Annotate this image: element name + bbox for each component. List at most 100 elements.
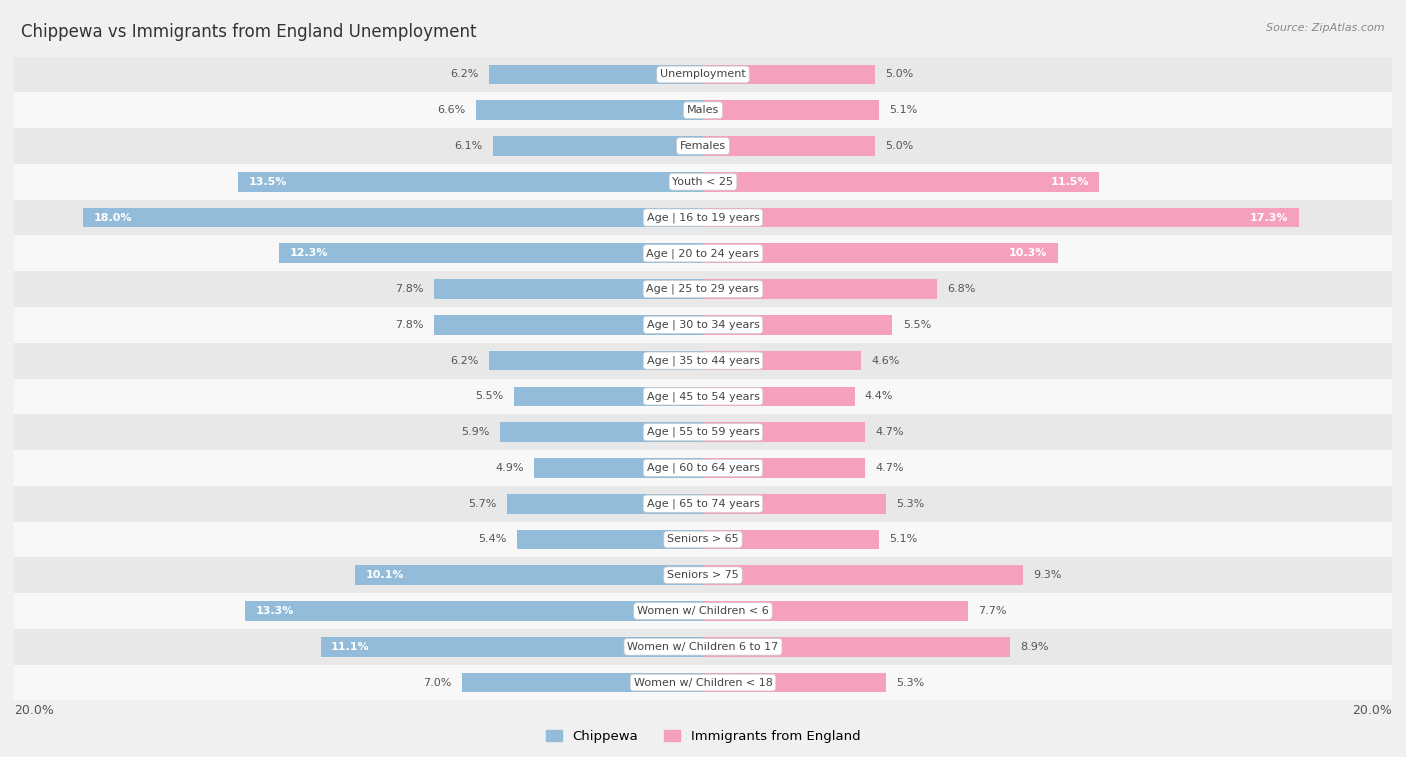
Text: 6.8%: 6.8% <box>948 284 976 294</box>
Bar <box>703 244 1057 263</box>
Bar <box>0 271 1406 307</box>
Bar <box>0 486 1406 522</box>
Text: 5.5%: 5.5% <box>475 391 503 401</box>
Bar <box>703 350 862 370</box>
Bar <box>356 565 703 585</box>
Text: 4.4%: 4.4% <box>865 391 893 401</box>
Bar <box>703 458 865 478</box>
Text: 13.3%: 13.3% <box>256 606 294 616</box>
Bar <box>703 315 893 335</box>
Text: 17.3%: 17.3% <box>1250 213 1289 223</box>
Bar <box>0 57 1406 92</box>
Bar <box>703 136 875 156</box>
Bar <box>0 235 1406 271</box>
Bar <box>0 450 1406 486</box>
Text: Age | 60 to 64 years: Age | 60 to 64 years <box>647 463 759 473</box>
Text: 7.8%: 7.8% <box>395 284 425 294</box>
Text: 5.3%: 5.3% <box>896 499 924 509</box>
Text: Males: Males <box>688 105 718 115</box>
Bar <box>703 673 886 693</box>
Bar <box>506 494 703 513</box>
Text: Age | 55 to 59 years: Age | 55 to 59 years <box>647 427 759 438</box>
Text: 6.2%: 6.2% <box>451 356 479 366</box>
Bar <box>703 601 969 621</box>
Bar <box>0 629 1406 665</box>
Bar <box>703 64 875 84</box>
Bar <box>703 637 1010 656</box>
Text: 12.3%: 12.3% <box>290 248 328 258</box>
Text: 5.3%: 5.3% <box>896 678 924 687</box>
Text: 5.5%: 5.5% <box>903 320 931 330</box>
Bar <box>703 387 855 407</box>
Text: Age | 20 to 24 years: Age | 20 to 24 years <box>647 248 759 259</box>
Bar <box>499 422 703 442</box>
Text: Chippewa vs Immigrants from England Unemployment: Chippewa vs Immigrants from England Unem… <box>21 23 477 41</box>
Text: 7.8%: 7.8% <box>395 320 425 330</box>
Bar <box>0 200 1406 235</box>
Text: 5.1%: 5.1% <box>889 534 917 544</box>
Bar <box>434 279 703 299</box>
Text: 10.1%: 10.1% <box>366 570 404 580</box>
Bar <box>238 172 703 192</box>
Bar <box>0 414 1406 450</box>
Bar <box>0 665 1406 700</box>
Text: 6.2%: 6.2% <box>451 70 479 79</box>
Bar <box>703 565 1024 585</box>
Text: 8.9%: 8.9% <box>1019 642 1049 652</box>
Text: 11.5%: 11.5% <box>1050 177 1088 187</box>
Bar <box>534 458 703 478</box>
Text: Youth < 25: Youth < 25 <box>672 177 734 187</box>
Bar <box>461 673 703 693</box>
Text: 7.7%: 7.7% <box>979 606 1007 616</box>
Bar <box>0 92 1406 128</box>
Bar <box>321 637 703 656</box>
Bar <box>0 522 1406 557</box>
Text: Seniors > 75: Seniors > 75 <box>666 570 740 580</box>
Bar <box>0 343 1406 378</box>
Bar <box>245 601 703 621</box>
Text: 9.3%: 9.3% <box>1033 570 1062 580</box>
Text: Unemployment: Unemployment <box>661 70 745 79</box>
Text: Age | 30 to 34 years: Age | 30 to 34 years <box>647 319 759 330</box>
Text: 5.7%: 5.7% <box>468 499 496 509</box>
Bar <box>517 530 703 550</box>
Bar <box>0 593 1406 629</box>
Text: 6.1%: 6.1% <box>454 141 482 151</box>
Text: Women w/ Children < 6: Women w/ Children < 6 <box>637 606 769 616</box>
Text: 10.3%: 10.3% <box>1010 248 1047 258</box>
Bar <box>703 207 1299 227</box>
Bar <box>513 387 703 407</box>
Text: 5.4%: 5.4% <box>478 534 506 544</box>
Text: 5.9%: 5.9% <box>461 427 489 437</box>
Bar <box>703 530 879 550</box>
Bar <box>0 557 1406 593</box>
Text: 4.6%: 4.6% <box>872 356 900 366</box>
Text: 20.0%: 20.0% <box>14 704 53 717</box>
Bar <box>0 164 1406 200</box>
Text: 5.0%: 5.0% <box>886 70 914 79</box>
Text: Age | 16 to 19 years: Age | 16 to 19 years <box>647 212 759 223</box>
Bar <box>0 307 1406 343</box>
Bar <box>489 64 703 84</box>
Legend: Chippewa, Immigrants from England: Chippewa, Immigrants from England <box>546 730 860 743</box>
Text: Females: Females <box>681 141 725 151</box>
Text: 4.7%: 4.7% <box>875 427 904 437</box>
Bar <box>489 350 703 370</box>
Bar <box>494 136 703 156</box>
Text: 5.0%: 5.0% <box>886 141 914 151</box>
Text: Age | 25 to 29 years: Age | 25 to 29 years <box>647 284 759 294</box>
Text: Seniors > 65: Seniors > 65 <box>668 534 738 544</box>
Text: 4.9%: 4.9% <box>495 463 524 473</box>
Text: 4.7%: 4.7% <box>875 463 904 473</box>
Text: Women w/ Children 6 to 17: Women w/ Children 6 to 17 <box>627 642 779 652</box>
Text: 5.1%: 5.1% <box>889 105 917 115</box>
Text: 13.5%: 13.5% <box>249 177 287 187</box>
Bar <box>703 172 1099 192</box>
Text: 11.1%: 11.1% <box>330 642 370 652</box>
Text: Source: ZipAtlas.com: Source: ZipAtlas.com <box>1267 23 1385 33</box>
Text: Women w/ Children < 18: Women w/ Children < 18 <box>634 678 772 687</box>
Bar <box>0 378 1406 414</box>
Text: Age | 45 to 54 years: Age | 45 to 54 years <box>647 391 759 402</box>
Bar <box>703 494 886 513</box>
Text: Age | 35 to 44 years: Age | 35 to 44 years <box>647 355 759 366</box>
